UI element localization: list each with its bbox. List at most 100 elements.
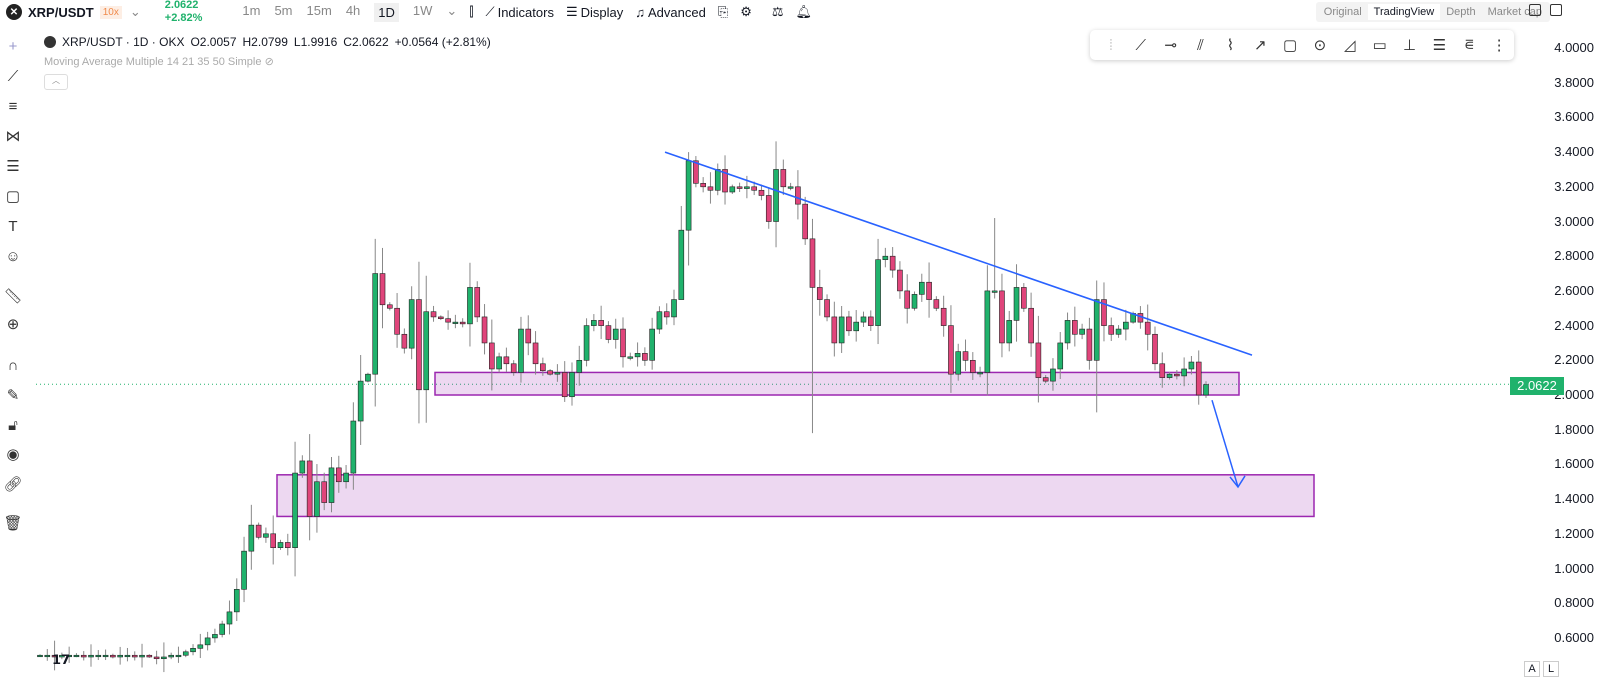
candle-body bbox=[583, 325, 590, 361]
candle-body bbox=[263, 533, 269, 538]
candle-body bbox=[1057, 342, 1064, 370]
candle-body bbox=[190, 648, 196, 653]
trash-icon[interactable]: 🗑︎ bbox=[3, 515, 23, 532]
tf-more-chevron-icon[interactable]: ⌄ bbox=[446, 2, 458, 18]
support-zone bbox=[276, 474, 1315, 518]
symbol-selector[interactable]: ✕ XRP/USDT 10x ⌄ bbox=[6, 4, 141, 20]
candle-type-icon[interactable]: ⫿ bbox=[469, 4, 474, 19]
callout-tool-icon[interactable]: ▭ bbox=[1372, 37, 1387, 54]
candle-body bbox=[984, 290, 991, 373]
collapse-legend-button[interactable]: ︿ bbox=[44, 74, 68, 90]
price-range-tool-icon[interactable]: ⊥ bbox=[1402, 37, 1417, 54]
display-button[interactable]: ☰ Display bbox=[565, 4, 624, 20]
display-icon: ☰ bbox=[565, 4, 578, 19]
candle-body bbox=[66, 654, 72, 658]
gear-icon[interactable]: ⚙ bbox=[740, 4, 752, 19]
candle-body bbox=[510, 363, 517, 373]
axis-label: 1.0000 bbox=[1554, 560, 1594, 576]
candle-body bbox=[146, 654, 153, 658]
candle-body bbox=[882, 255, 889, 260]
arrow-tool-icon[interactable]: ↗ bbox=[1253, 37, 1267, 54]
candle-body bbox=[503, 356, 510, 365]
fullscreen-icon[interactable] bbox=[1550, 4, 1562, 16]
axis-label: 3.8000 bbox=[1554, 74, 1594, 90]
trendline-icon[interactable]: ⟋ bbox=[7, 68, 19, 85]
parallel-line-tool-icon[interactable]: ⫽ bbox=[1197, 36, 1204, 54]
auto-scale-button[interactable]: A bbox=[1524, 661, 1540, 677]
pattern-icon[interactable]: ⋈ bbox=[5, 128, 21, 145]
alert-icon[interactable]: 🔔︎ bbox=[795, 4, 813, 19]
candle-body bbox=[838, 316, 845, 344]
fan-tool-icon[interactable]: ⋷ bbox=[1463, 37, 1475, 54]
indicators-button[interactable]: ⟋ Indicators bbox=[485, 4, 554, 20]
tab-market-cap[interactable]: Market cap bbox=[1487, 6, 1542, 18]
tf-5m[interactable]: 5m bbox=[274, 2, 293, 18]
fib-icon[interactable]: ≡ bbox=[8, 98, 18, 115]
candle-body bbox=[168, 654, 174, 658]
horizontal-ray-tool-icon[interactable]: ⊸ bbox=[1164, 37, 1177, 54]
candle-body bbox=[751, 186, 757, 191]
tf-1d[interactable]: 1D bbox=[374, 2, 399, 22]
parallel-channel-icon[interactable]: ☰ bbox=[6, 158, 20, 175]
crosshair-icon[interactable]: + bbox=[8, 38, 18, 55]
ruler-icon[interactable]: 📏︎ bbox=[3, 288, 23, 305]
candle-body bbox=[481, 316, 488, 344]
candle-body bbox=[729, 186, 736, 193]
candle-body bbox=[933, 299, 940, 309]
tf-1w[interactable]: 1W bbox=[412, 2, 433, 18]
zoom-in-icon[interactable]: ⊕ bbox=[6, 316, 20, 333]
projection-arrow bbox=[1211, 399, 1239, 488]
emoji-icon[interactable]: ☺ bbox=[5, 248, 21, 265]
magnet-icon[interactable]: ∩ bbox=[7, 357, 19, 374]
candle-body bbox=[292, 472, 298, 548]
candle-body bbox=[693, 160, 699, 184]
rectangle-tool-icon[interactable]: ▢ bbox=[1282, 37, 1298, 54]
axis-label: 2.6000 bbox=[1554, 282, 1594, 298]
candle-body bbox=[401, 333, 408, 349]
candle-body bbox=[445, 318, 451, 323]
drag-handle-icon[interactable]: ⁞ bbox=[1108, 36, 1114, 54]
candle-body bbox=[80, 654, 87, 658]
candle-body bbox=[554, 372, 561, 375]
tf-15m[interactable]: 15m bbox=[306, 2, 332, 18]
tab-tradingview[interactable]: TradingView bbox=[1367, 4, 1441, 20]
window-icon[interactable] bbox=[1529, 4, 1541, 16]
candle-body bbox=[663, 311, 670, 318]
candle-body bbox=[714, 169, 721, 191]
price-axis[interactable]: 4.0000 3.8000 3.6000 3.4000 3.2000 3.0000 2.80… bbox=[1518, 0, 1600, 691]
tf-4h[interactable]: 4h bbox=[345, 2, 361, 18]
candle-body bbox=[408, 299, 415, 349]
advanced-button[interactable]: ♫ Advanced bbox=[635, 4, 706, 20]
lock-icon[interactable]: 🔓︎ bbox=[8, 417, 18, 434]
candle-body bbox=[270, 533, 277, 548]
link-icon[interactable]: 🔗︎ bbox=[3, 476, 23, 493]
fib-tool-icon[interactable]: ☰ bbox=[1432, 37, 1447, 54]
text-icon[interactable]: T bbox=[8, 218, 18, 235]
fib-channel-tool-icon[interactable]: ⋮ bbox=[1491, 37, 1507, 54]
path-tool-icon[interactable]: ⌇ bbox=[1226, 37, 1235, 54]
rectangle-icon[interactable]: ▢ bbox=[5, 188, 21, 205]
pencil-lock-icon[interactable]: ✎ bbox=[6, 387, 20, 404]
tab-original[interactable]: Original bbox=[1323, 6, 1362, 18]
trend-line-tool-icon[interactable]: ⟋ bbox=[1135, 36, 1147, 54]
candle-body bbox=[991, 290, 998, 293]
candle-body bbox=[335, 467, 342, 483]
candle-body bbox=[139, 654, 145, 658]
tf-1m[interactable]: 1m bbox=[242, 2, 261, 18]
tab-depth[interactable]: Depth bbox=[1446, 6, 1476, 18]
circle-tool-icon[interactable]: ⊙ bbox=[1313, 37, 1327, 54]
candle-body bbox=[73, 654, 80, 658]
indicator-legend: Moving Average Multiple 14 21 35 50 Simp… bbox=[44, 56, 274, 68]
arc-tool-icon[interactable]: ◿ bbox=[1344, 37, 1356, 54]
axis-label: 1.6000 bbox=[1554, 456, 1594, 472]
price-chart[interactable] bbox=[0, 0, 1518, 691]
log-scale-button[interactable]: L bbox=[1543, 661, 1559, 677]
eye-hidden-icon[interactable]: ⊘ bbox=[264, 56, 274, 68]
chevron-down-icon[interactable]: ⌄ bbox=[129, 4, 141, 19]
eye-icon[interactable]: ◉ bbox=[6, 446, 20, 463]
candle-body bbox=[1079, 328, 1085, 335]
chart-legend: XRP/USDT · 1D · OKX O2.0057 H2.0799 L1.9… bbox=[44, 35, 491, 49]
replay-icon[interactable]: ⎘ bbox=[717, 4, 729, 19]
candle-body bbox=[707, 186, 714, 191]
compare-scale-icon[interactable]: ⚖ bbox=[771, 4, 784, 19]
